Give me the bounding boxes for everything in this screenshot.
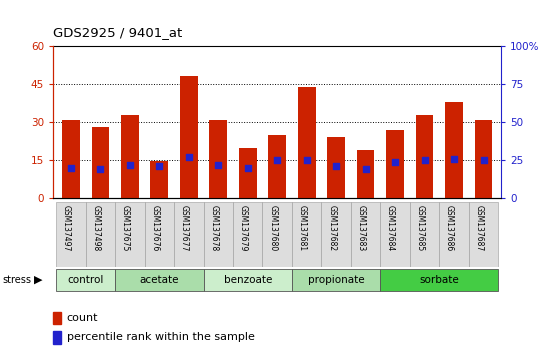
Text: GSM137676: GSM137676 (150, 205, 159, 251)
FancyBboxPatch shape (292, 202, 321, 267)
Text: stress: stress (3, 275, 32, 285)
Bar (416, 115, 433, 198)
FancyBboxPatch shape (439, 202, 469, 267)
Bar (298, 87, 315, 198)
Bar (53, 312, 61, 324)
Bar (62, 120, 80, 198)
FancyBboxPatch shape (351, 202, 380, 267)
Text: GSM137681: GSM137681 (298, 205, 307, 251)
FancyBboxPatch shape (263, 202, 292, 267)
Text: acetate: acetate (139, 275, 179, 285)
Text: GSM137685: GSM137685 (416, 205, 424, 251)
FancyBboxPatch shape (86, 202, 115, 267)
Text: GSM137677: GSM137677 (180, 205, 189, 251)
Text: control: control (67, 275, 104, 285)
Text: GSM137678: GSM137678 (209, 205, 218, 251)
FancyBboxPatch shape (115, 202, 144, 267)
Bar (121, 115, 139, 198)
Bar (91, 127, 109, 198)
FancyBboxPatch shape (292, 269, 380, 291)
FancyBboxPatch shape (115, 269, 203, 291)
Bar (151, 161, 168, 198)
Bar (386, 130, 404, 198)
Text: GSM137498: GSM137498 (91, 205, 100, 251)
Text: GSM137679: GSM137679 (239, 205, 248, 251)
Point (302, 157, 311, 163)
Text: sorbate: sorbate (419, 275, 459, 285)
FancyBboxPatch shape (203, 269, 292, 291)
Point (243, 165, 252, 171)
Point (125, 162, 134, 167)
Text: GSM137683: GSM137683 (357, 205, 366, 251)
Bar (357, 150, 375, 198)
Point (214, 162, 223, 167)
Bar (327, 137, 345, 198)
FancyBboxPatch shape (144, 202, 174, 267)
FancyBboxPatch shape (321, 202, 351, 267)
Point (273, 157, 282, 163)
FancyBboxPatch shape (380, 202, 410, 267)
FancyBboxPatch shape (203, 202, 233, 267)
Bar (239, 148, 256, 198)
Text: GDS2925 / 9401_at: GDS2925 / 9401_at (53, 26, 183, 39)
FancyBboxPatch shape (410, 202, 439, 267)
Text: GSM137687: GSM137687 (474, 205, 483, 251)
Text: GSM137680: GSM137680 (268, 205, 277, 251)
Bar (209, 120, 227, 198)
FancyBboxPatch shape (233, 202, 263, 267)
Bar (445, 102, 463, 198)
Point (96, 166, 105, 172)
FancyBboxPatch shape (56, 202, 86, 267)
Text: GSM137684: GSM137684 (386, 205, 395, 251)
Text: GSM137686: GSM137686 (445, 205, 454, 251)
Point (155, 164, 164, 169)
FancyBboxPatch shape (469, 202, 498, 267)
FancyBboxPatch shape (174, 202, 203, 267)
Point (420, 157, 429, 163)
Text: GSM137675: GSM137675 (121, 205, 130, 251)
Bar (53, 331, 61, 344)
Text: count: count (67, 313, 98, 323)
Text: GSM137497: GSM137497 (62, 205, 71, 251)
Point (67, 165, 76, 171)
Bar (180, 76, 198, 198)
Text: benzoate: benzoate (223, 275, 272, 285)
Bar (268, 135, 286, 198)
Point (332, 164, 340, 169)
Point (391, 159, 400, 165)
Text: propionate: propionate (308, 275, 365, 285)
Text: GSM137682: GSM137682 (327, 205, 336, 251)
Point (450, 156, 459, 161)
FancyBboxPatch shape (380, 269, 498, 291)
Point (479, 157, 488, 163)
Text: percentile rank within the sample: percentile rank within the sample (67, 332, 254, 342)
Bar (475, 120, 492, 198)
Text: ▶: ▶ (34, 275, 43, 285)
Point (184, 154, 193, 160)
Point (361, 166, 370, 172)
FancyBboxPatch shape (56, 269, 115, 291)
